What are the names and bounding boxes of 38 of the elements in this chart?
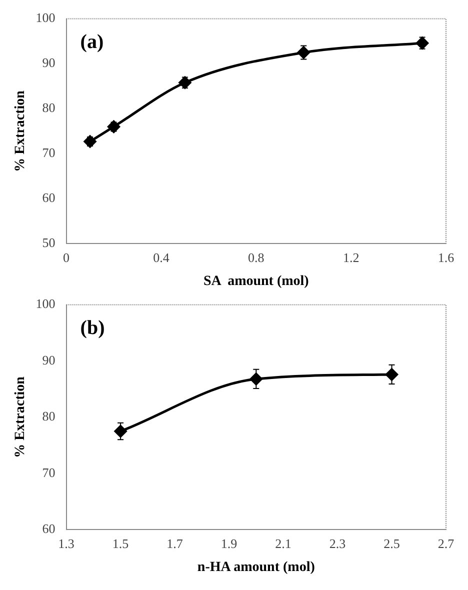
y-axis-title: % Extraction: [13, 90, 28, 172]
y-tick-label: 60: [42, 521, 56, 536]
point: [114, 425, 127, 438]
y-tick-label: 50: [42, 235, 56, 250]
x-tick-label: 2.1: [275, 536, 292, 551]
point: [297, 46, 310, 59]
y-tick-label: 70: [42, 464, 56, 480]
x-axis-title: SA amount (mol): [203, 274, 310, 290]
x-tick-label: 1.3: [58, 536, 74, 551]
point: [108, 120, 120, 133]
x-tick-label: 2.5: [384, 536, 400, 551]
y-axis-title: % Extraction: [13, 376, 28, 458]
y-tick-label: 90: [42, 352, 56, 368]
y-tick-label: 100: [36, 10, 56, 26]
y-tick-label: 100: [36, 296, 56, 312]
y-tick-label: 90: [42, 55, 56, 70]
x-tick-label: 0: [63, 250, 70, 265]
x-tick-label: 1.7: [166, 536, 184, 551]
x-tick-label: 2.7: [438, 536, 455, 551]
point: [84, 135, 96, 148]
x-tick-label: 0.4: [153, 250, 170, 265]
point: [250, 372, 262, 386]
point: [386, 368, 398, 381]
y-tick-label: 60: [42, 190, 56, 206]
y-tick-label: 80: [42, 100, 56, 116]
x-tick-label: 1.5: [112, 536, 129, 551]
x-tick-label: 1.6: [438, 250, 455, 265]
x-tick-label: 2.3: [329, 536, 346, 551]
x-tick-label: 1.9: [220, 536, 238, 551]
x-tick-label: 1.2: [342, 250, 360, 265]
annotation: (a): [80, 30, 104, 53]
x-tick-label: 0.8: [248, 250, 264, 265]
x-axis-title: n-HA amount (mol): [197, 560, 316, 576]
y-tick-label: 80: [42, 408, 56, 424]
point: [416, 36, 429, 50]
point: [178, 76, 192, 89]
annotation: (b): [80, 316, 105, 339]
y-tick-label: 70: [42, 145, 56, 160]
